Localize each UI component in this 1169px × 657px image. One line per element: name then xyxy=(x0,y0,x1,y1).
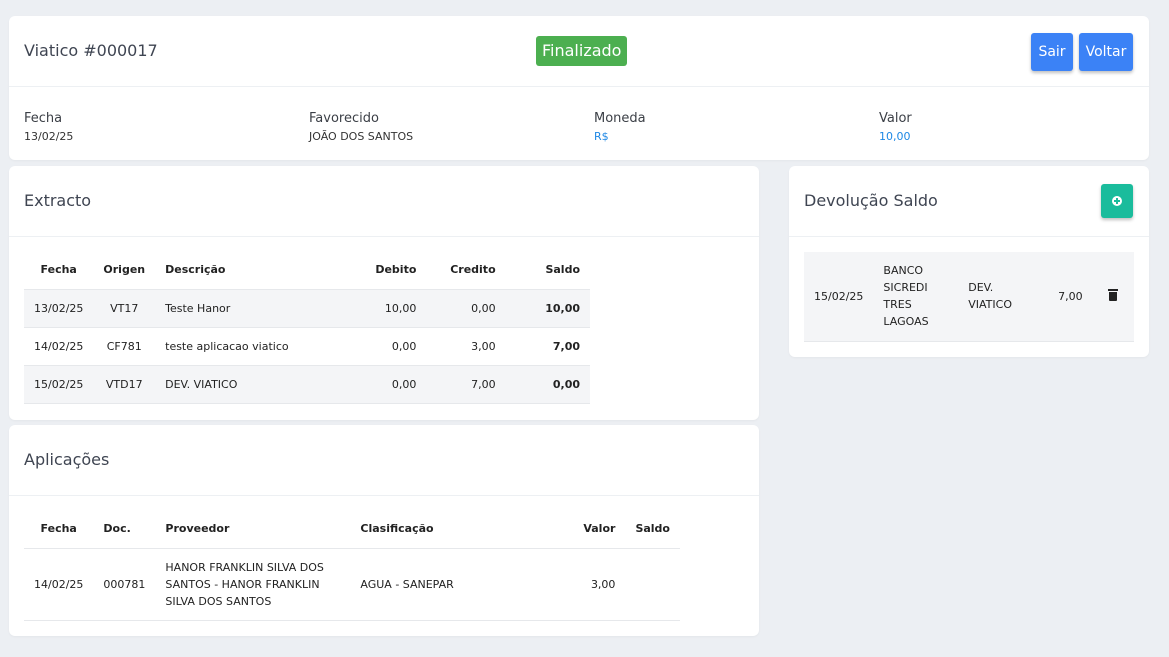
sair-button[interactable]: Sair xyxy=(1031,33,1073,71)
aplicacoes-header-row: Fecha Doc. Proveedor Clasificação Valor … xyxy=(24,510,680,548)
col-doc: Doc. xyxy=(103,522,131,536)
col-fecha: Fecha xyxy=(40,263,77,277)
field-valor-label: Valor xyxy=(879,111,912,126)
aplicacoes-divider xyxy=(9,495,759,496)
status-badge: Finalizado xyxy=(536,36,628,66)
delete-button[interactable] xyxy=(1093,252,1134,341)
cell-descricao: DEV. VIATICO xyxy=(968,281,1012,312)
devolucao-table: 15/02/25 BANCO SICREDI TRES LAGOAS DEV. … xyxy=(804,252,1134,342)
page-title: Viatico #000017 xyxy=(24,41,158,60)
cell-fecha: 15/02/25 xyxy=(814,289,864,303)
col-valor: Valor xyxy=(583,522,616,536)
cell-saldo: 0,00 xyxy=(552,377,580,391)
cell-fecha: 13/02/25 xyxy=(34,301,84,315)
extracto-divider xyxy=(9,236,759,237)
field-fecha-value: 13/02/25 xyxy=(24,130,74,143)
extracto-table: Fecha Origen Descrição Debito Credito Sa… xyxy=(24,251,590,404)
trash-icon xyxy=(1108,288,1119,301)
col-origen: Origen xyxy=(103,263,146,277)
cell-banco: BANCO SICREDI TRES LAGOAS xyxy=(883,264,929,329)
table-row: 13/02/25 VT17 Teste Hanor 10,00 0,00 10,… xyxy=(24,289,590,327)
cell-credito: 3,00 xyxy=(471,339,496,353)
col-clasificacao: Clasificação xyxy=(360,522,434,536)
cell-valor: 7,00 xyxy=(1058,289,1083,303)
voltar-button[interactable]: Voltar xyxy=(1079,33,1133,71)
aplicacoes-card: Aplicações Fecha Doc. Proveedor Clasific… xyxy=(9,425,759,636)
header-divider xyxy=(9,86,1149,87)
devolucao-divider xyxy=(789,236,1149,237)
cell-descricao: Teste Hanor xyxy=(165,301,231,315)
field-valor-value: 10,00 xyxy=(879,130,911,143)
field-valor: Valor 10,00 xyxy=(879,111,912,143)
cell-credito: 0,00 xyxy=(471,301,496,315)
cell-descricao: DEV. VIATICO xyxy=(165,377,238,391)
cell-saldo xyxy=(625,548,680,620)
field-moneda: Moneda R$ xyxy=(594,111,646,143)
cell-debito: 0,00 xyxy=(391,339,417,353)
add-devolucao-button[interactable] xyxy=(1101,184,1133,218)
cell-proveedor: HANOR FRANKLIN SILVA DOS SANTOS - HANOR … xyxy=(165,560,324,608)
cell-credito: 7,00 xyxy=(471,377,496,391)
col-saldo: Saldo xyxy=(545,263,580,277)
viatico-header-card: Viatico #000017 Finalizado Sair Voltar F… xyxy=(9,16,1149,160)
cell-descricao: teste aplicacao viatico xyxy=(165,339,289,353)
col-debito: Debito xyxy=(375,263,417,277)
aplicacoes-table: Fecha Doc. Proveedor Clasificação Valor … xyxy=(24,510,680,621)
field-fecha-label: Fecha xyxy=(24,111,63,126)
field-favorecido-value: JOÃO DOS SANTOS xyxy=(309,130,414,143)
field-favorecido-label: Favorecido xyxy=(309,111,379,126)
col-proveedor: Proveedor xyxy=(165,522,230,536)
table-row: 15/02/25 VTD17 DEV. VIATICO 0,00 7,00 0,… xyxy=(24,365,590,403)
cell-origen: VT17 xyxy=(110,301,139,315)
col-saldo: Saldo xyxy=(635,522,670,536)
col-credito: Credito xyxy=(450,263,496,277)
cell-fecha: 15/02/25 xyxy=(34,377,84,391)
plus-circle-icon xyxy=(1112,196,1122,206)
table-row: 15/02/25 BANCO SICREDI TRES LAGOAS DEV. … xyxy=(804,252,1134,341)
field-fecha: Fecha 13/02/25 xyxy=(24,111,73,143)
cell-debito: 10,00 xyxy=(384,301,417,315)
field-favorecido: Favorecido JOÃO DOS SANTOS xyxy=(309,111,413,143)
cell-saldo: 10,00 xyxy=(545,301,580,315)
extracto-title: Extracto xyxy=(24,191,92,210)
extracto-card: Extracto Fecha Origen Descrição Debito C… xyxy=(9,166,759,420)
table-row: 14/02/25 CF781 teste aplicacao viatico 0… xyxy=(24,327,590,365)
cell-origen: VTD17 xyxy=(105,377,143,391)
field-moneda-label: Moneda xyxy=(594,111,646,126)
table-row: 14/02/25 000781 HANOR FRANKLIN SILVA DOS… xyxy=(24,548,680,620)
field-moneda-value: R$ xyxy=(594,130,609,143)
cell-debito: 0,00 xyxy=(391,377,417,391)
cell-fecha: 14/02/25 xyxy=(34,339,84,353)
col-descricao: Descrição xyxy=(165,263,226,277)
cell-origen: CF781 xyxy=(106,339,142,353)
cell-clasificacao: AGUA - SANEPAR xyxy=(360,577,454,591)
cell-valor: 3,00 xyxy=(590,577,616,591)
devolucao-card: Devolução Saldo 15/02/25 BANCO SICREDI T… xyxy=(789,166,1149,357)
col-fecha: Fecha xyxy=(40,522,77,536)
cell-fecha: 14/02/25 xyxy=(34,577,84,591)
devolucao-title: Devolução Saldo xyxy=(804,191,938,210)
extracto-header-row: Fecha Origen Descrição Debito Credito Sa… xyxy=(24,251,590,289)
aplicacoes-title: Aplicações xyxy=(24,450,110,469)
cell-saldo: 7,00 xyxy=(552,339,580,353)
cell-doc: 000781 xyxy=(103,577,146,591)
